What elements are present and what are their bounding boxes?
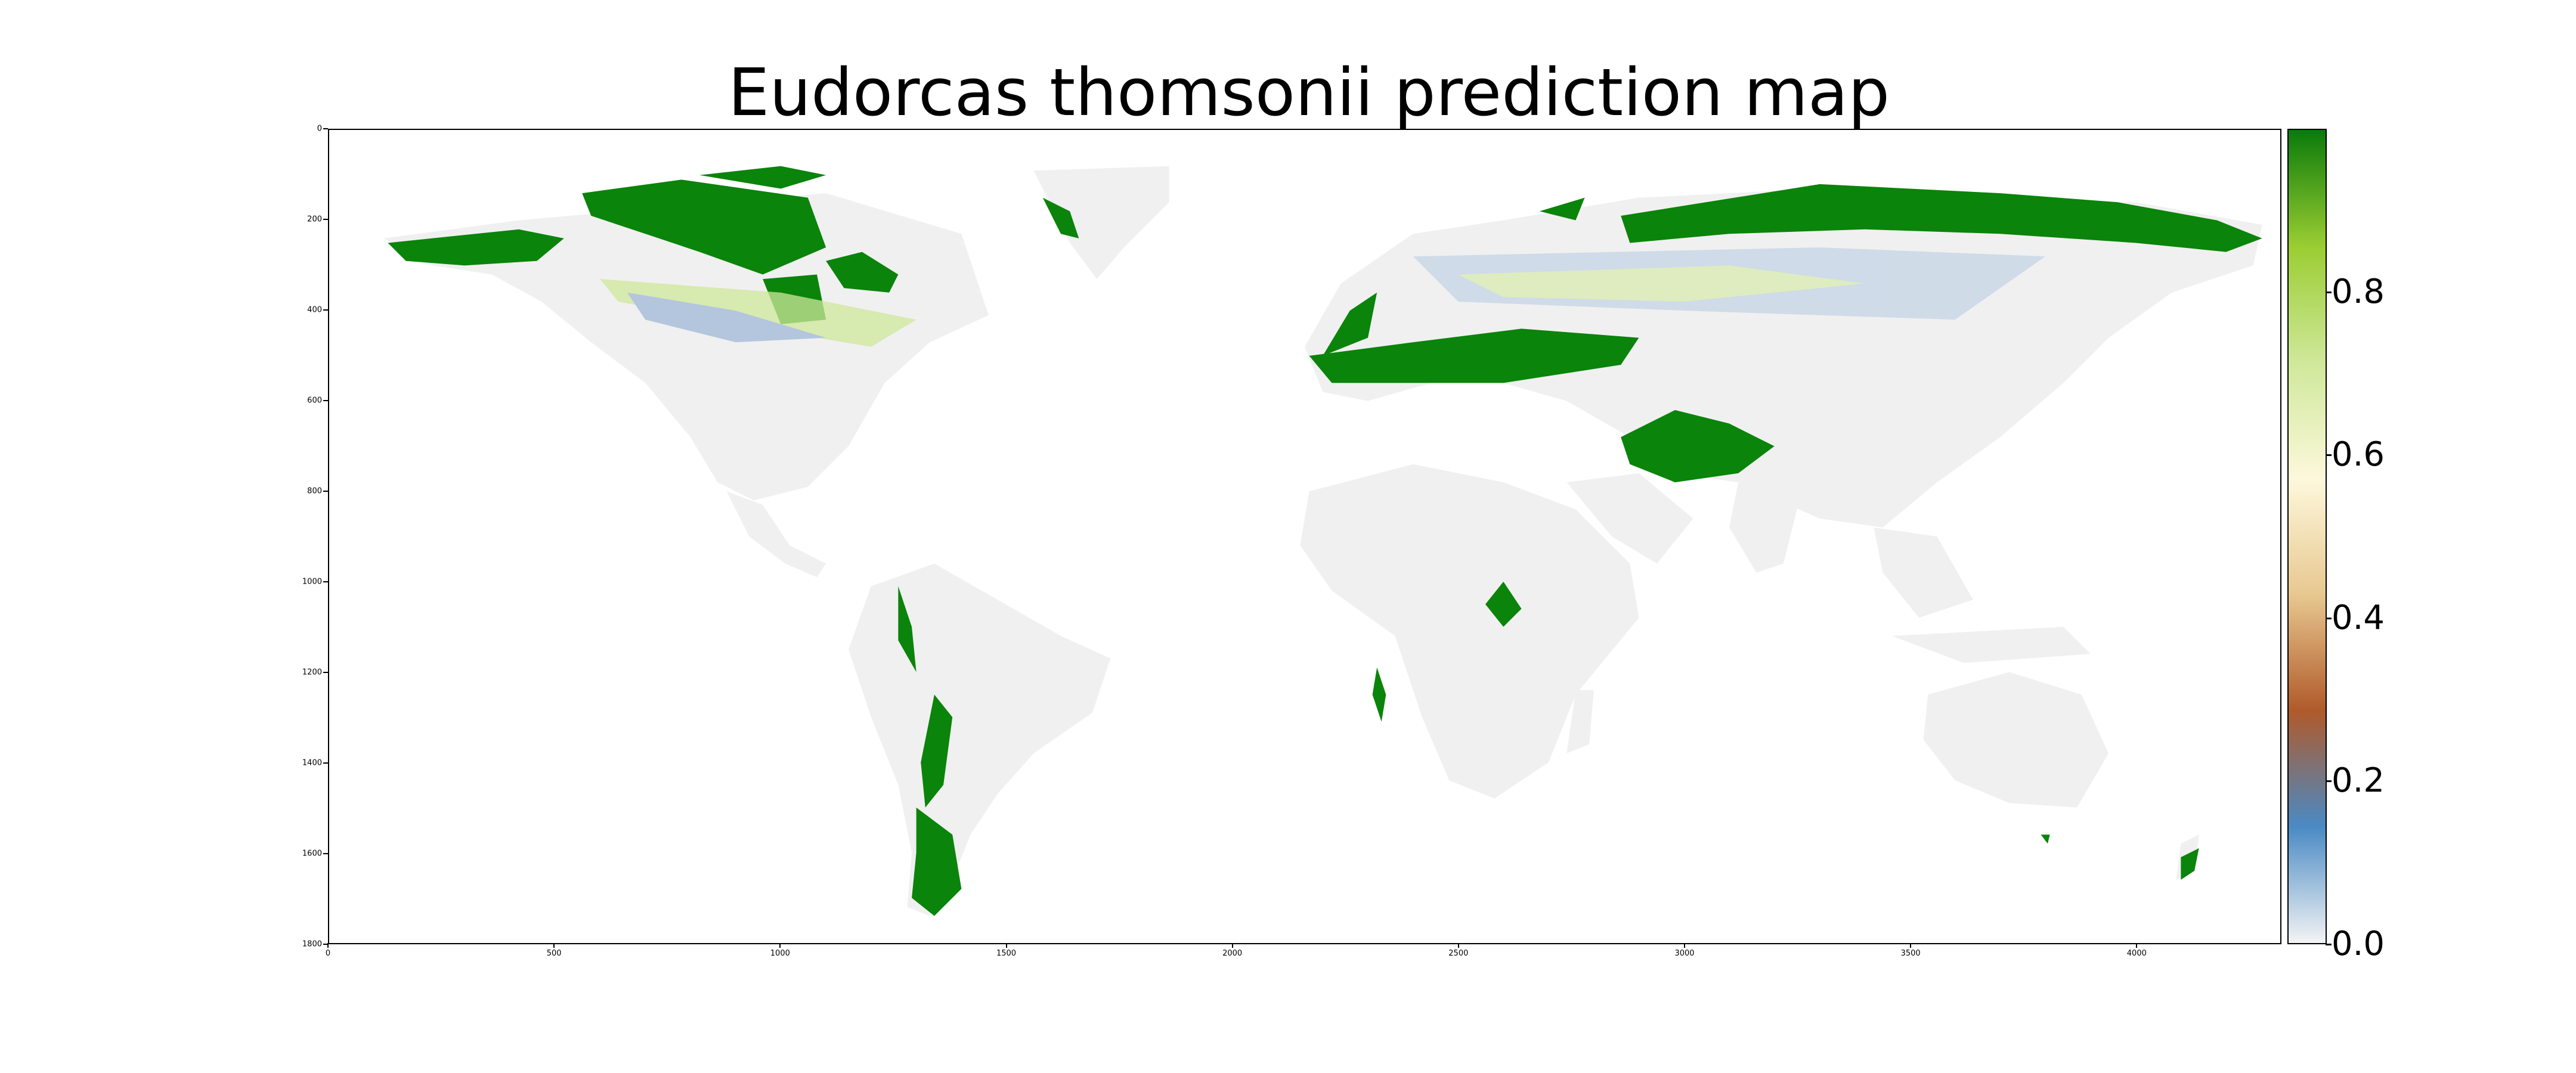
y-tick-label: 1000	[302, 577, 322, 587]
region-arctic-islands	[699, 166, 826, 189]
y-tick-mark	[323, 219, 328, 220]
colorbar-tick-mark	[2326, 780, 2332, 783]
y-tick-label: 1400	[302, 758, 322, 768]
y-tick-label: 0	[317, 124, 322, 134]
x-tick-mark	[1684, 943, 1685, 948]
colorbar-tick-mark	[2326, 617, 2332, 619]
x-tick-mark	[1457, 943, 1459, 948]
world-map	[383, 166, 2262, 916]
y-tick-mark	[323, 672, 328, 673]
region-europe-central	[1309, 328, 1639, 383]
x-tick-mark	[553, 943, 555, 948]
x-tick-mark	[1231, 943, 1233, 948]
x-tick-label: 2500	[1448, 949, 1469, 958]
region-scandinavia	[1323, 292, 1377, 356]
x-tick-label: 1500	[996, 949, 1017, 958]
x-tick-mark	[1005, 943, 1007, 948]
x-tick-mark	[2136, 943, 2138, 948]
mixed-suitability-speckle	[600, 247, 2046, 347]
colorbar-tick-label: 0.4	[2332, 598, 2385, 637]
landmass-se-asia	[1874, 527, 1973, 618]
colorbar	[2287, 129, 2327, 944]
colorbar-tick-label: 0.0	[2332, 925, 2385, 963]
landmass-central-america	[726, 491, 826, 578]
y-tick-label: 1600	[302, 849, 322, 858]
region-novaya-zemlya	[1539, 197, 1585, 221]
page-title: Eudorcas thomsonii prediction map	[727, 54, 1890, 131]
region-patagonia	[912, 807, 962, 916]
colorbar-tick-label: 0.2	[2332, 761, 2385, 801]
y-tick-label: 800	[307, 486, 322, 496]
x-tick-label: 4000	[2126, 949, 2147, 958]
x-tick-label: 0	[325, 949, 331, 958]
landmass-indonesia	[1891, 627, 2091, 663]
speckle-canada-blue	[627, 292, 826, 343]
landmass-india	[1729, 482, 1802, 573]
region-east-africa	[1485, 581, 1522, 627]
y-tick-mark	[323, 128, 328, 129]
x-tick-label: 2000	[1222, 949, 1243, 958]
y-tick-mark	[323, 853, 328, 854]
y-tick-label: 200	[307, 215, 322, 224]
region-canada-arctic	[582, 179, 826, 275]
landmass-australia	[1923, 672, 2109, 808]
region-greenland-edge	[1042, 197, 1079, 238]
landmass-greenland	[1033, 166, 1169, 280]
high-suitability-regions	[388, 166, 2262, 916]
x-tick-mark	[1910, 943, 1912, 948]
region-andes-north	[898, 586, 917, 672]
colorbar-tick-label: 0.6	[2332, 435, 2385, 475]
x-tick-label: 3000	[1674, 949, 1695, 958]
x-tick-mark	[779, 943, 781, 948]
map-plot-area[interactable]	[328, 129, 2281, 944]
colorbar-tick-mark	[2326, 454, 2332, 457]
land-masses	[383, 166, 2262, 916]
y-tick-mark	[323, 491, 328, 492]
speckle-russia-yellow	[1458, 265, 1865, 302]
colorbar-tick-mark	[2326, 291, 2332, 293]
region-new-zealand	[2181, 848, 2199, 880]
x-tick-mark	[327, 943, 329, 948]
region-tibet	[1621, 410, 1775, 483]
y-tick-label: 400	[307, 305, 322, 315]
region-tasmania	[2041, 835, 2050, 844]
region-russia-north	[1621, 184, 2262, 252]
y-tick-mark	[323, 400, 328, 401]
x-tick-label: 3500	[1900, 949, 1921, 958]
y-tick-label: 1200	[302, 668, 322, 677]
colorbar-tick-mark	[2326, 944, 2332, 945]
x-tick-label: 1000	[770, 949, 790, 958]
y-tick-mark	[323, 762, 328, 764]
y-tick-label: 600	[307, 396, 322, 405]
x-tick-label: 500	[546, 949, 562, 958]
landmass-arabia	[1566, 473, 1693, 564]
region-alaska-canada-north	[388, 229, 564, 266]
landmass-madagascar	[1566, 690, 1594, 753]
landmass-south-america	[849, 563, 1111, 916]
region-quebec	[826, 252, 899, 293]
y-tick-mark	[323, 944, 328, 945]
y-tick-mark	[323, 581, 328, 582]
y-tick-mark	[323, 309, 328, 311]
landmass-africa	[1300, 464, 1639, 799]
y-tick-label: 1800	[302, 939, 322, 949]
colorbar-tick-label: 0.8	[2332, 272, 2385, 311]
region-angola	[1372, 667, 1386, 722]
speckle-canada-yellow	[600, 279, 917, 347]
region-andes-central	[921, 694, 953, 808]
